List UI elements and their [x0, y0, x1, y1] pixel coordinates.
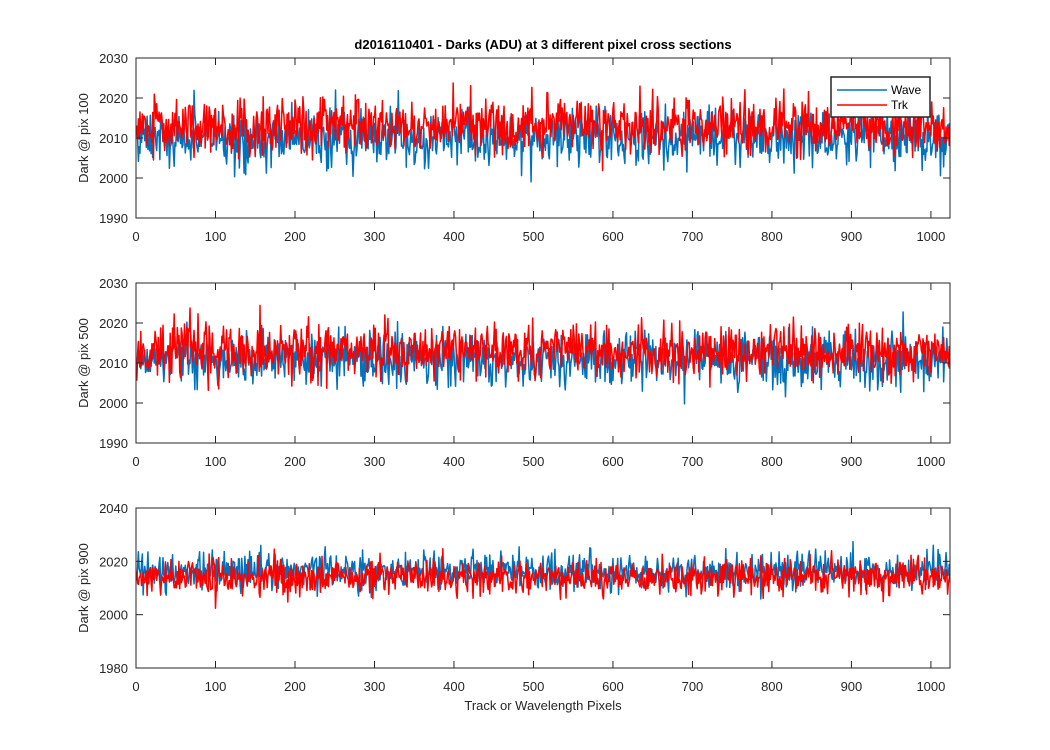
y-tick-label: 2020 — [99, 316, 128, 331]
y-tick-label: 2040 — [99, 501, 128, 516]
x-tick-label: 200 — [284, 229, 306, 244]
x-tick-label: 900 — [841, 679, 863, 694]
x-tick-label: 500 — [523, 454, 545, 469]
y-tick-label: 2030 — [99, 51, 128, 66]
y-tick-label: 2020 — [99, 91, 128, 106]
figure-title: d2016110401 - Darks (ADU) at 3 different… — [354, 37, 731, 52]
legend-label-trk: Trk — [891, 98, 909, 112]
x-tick-label: 700 — [682, 229, 704, 244]
x-tick-label: 0 — [132, 679, 139, 694]
series-line-trk — [136, 548, 950, 610]
x-tick-label: 700 — [682, 679, 704, 694]
x-tick-label: 800 — [761, 679, 783, 694]
y-tick-label: 2010 — [99, 356, 128, 371]
x-tick-label: 200 — [284, 679, 306, 694]
x-tick-label: 500 — [523, 679, 545, 694]
x-tick-label: 400 — [443, 679, 465, 694]
x-tick-label: 600 — [602, 229, 624, 244]
subplots: 0 100 200 300 400 500 600 700 800 900 100019902000… — [76, 51, 951, 694]
y-tick-label: 2030 — [99, 276, 128, 291]
subplot-1: 0 100 200 300 400 500 600 700 800 900 1000 1990 2000… — [76, 51, 951, 244]
y-tick-label: 1980 — [99, 661, 128, 676]
x-tick-label: 300 — [364, 679, 386, 694]
x-tick-label: 400 — [443, 229, 465, 244]
legend-label-wave: Wave — [891, 83, 922, 97]
x-axis-label: Track or Wavelength Pixels — [464, 698, 622, 713]
subplot-3: 0 100 200 300 400 500 600 700 800 900 1000 1980 2000… — [76, 501, 951, 694]
y-axis-label: Dark @ pix 100 — [76, 93, 91, 183]
x-tick-label: 400 — [443, 454, 465, 469]
y-tick-label: 2020 — [99, 554, 128, 569]
y-tick-label: 2000 — [99, 396, 128, 411]
legend-box — [830, 76, 931, 118]
x-tick-label: 200 — [284, 454, 306, 469]
y-tick-label: 2000 — [99, 608, 128, 623]
x-tick-label: 300 — [364, 454, 386, 469]
x-tick-label: 100 — [205, 454, 227, 469]
x-tick-label: 1000 — [916, 679, 945, 694]
x-tick-label: 100 — [205, 679, 227, 694]
x-tick-label: 900 — [841, 454, 863, 469]
x-tick-label: 800 — [761, 229, 783, 244]
y-tick-label: 1990 — [99, 436, 128, 451]
series-line-trk — [136, 82, 950, 172]
x-tick-label: 600 — [602, 679, 624, 694]
axes-box — [135, 507, 951, 669]
y-axis-label: Dark @ pix 900 — [76, 543, 91, 633]
x-tick-label: 700 — [682, 454, 704, 469]
x-tick-label: 1000 — [916, 454, 945, 469]
y-tick-label: 2000 — [99, 171, 128, 186]
x-tick-label: 1000 — [916, 229, 945, 244]
subplot-2: 0 100 200 300 400 500 600 700 800 900 1000 1990 2000… — [76, 276, 951, 469]
y-axis-label: Dark @ pix 500 — [76, 318, 91, 408]
x-tick-label: 900 — [841, 229, 863, 244]
x-tick-label: 0 — [132, 454, 139, 469]
x-tick-label: 300 — [364, 229, 386, 244]
x-tick-label: 800 — [761, 454, 783, 469]
y-tick-label: 2010 — [99, 131, 128, 146]
x-tick-label: 600 — [602, 454, 624, 469]
x-tick-label: 0 — [132, 229, 139, 244]
y-tick-label: 1990 — [99, 211, 128, 226]
series-line-trk — [136, 304, 950, 392]
x-tick-label: 500 — [523, 229, 545, 244]
x-tick-label: 100 — [205, 229, 227, 244]
